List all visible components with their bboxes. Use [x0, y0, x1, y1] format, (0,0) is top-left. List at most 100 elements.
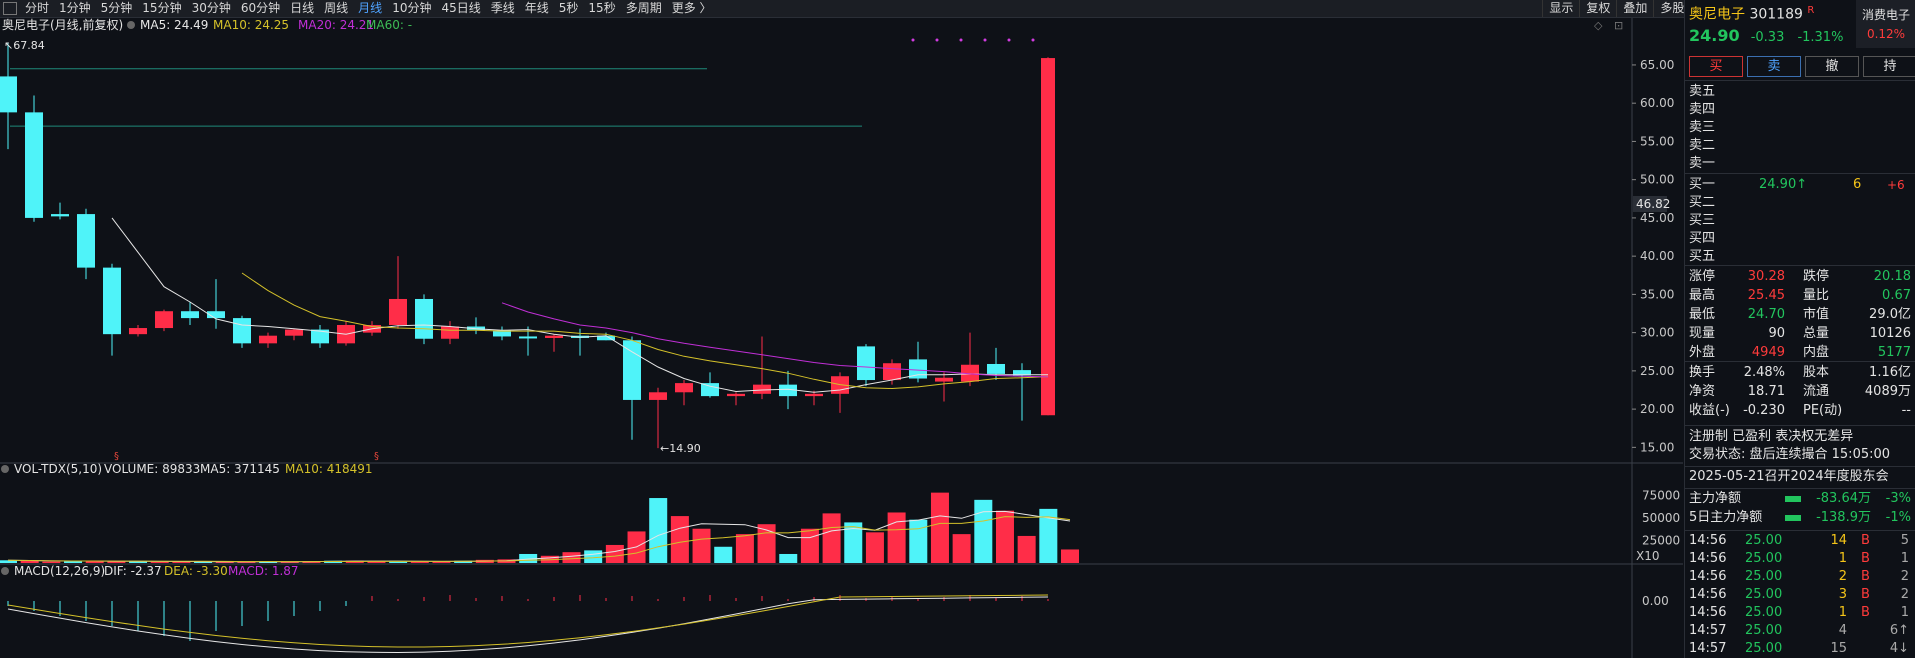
- ask-level-2: 卖二: [1689, 138, 1716, 153]
- period-tab-15[interactable]: 多周期: [625, 1, 662, 15]
- volume-bar-46: [995, 510, 1014, 563]
- tool-button-2[interactable]: 叠加: [1616, 0, 1653, 17]
- expand-diamond-icon: ◇: [1594, 19, 1603, 32]
- volume-bar-19: [410, 561, 429, 563]
- notice-line[interactable]: 2025-05-21召开2024年度股东会: [1689, 469, 1889, 484]
- layout-toggle-icon[interactable]: [3, 2, 17, 15]
- candle-body-25: [649, 392, 667, 400]
- signal-dot-1: [935, 38, 939, 42]
- pane-menu-icon: ⊡: [1614, 19, 1623, 32]
- flow-bar-0: [1785, 496, 1801, 502]
- candle-body-0: [0, 76, 17, 113]
- sector-badge[interactable]: 消费电子 0.12%: [1856, 0, 1915, 48]
- candle-body-5: [129, 328, 147, 335]
- ma10-label: MA10: 24.25: [213, 18, 289, 32]
- signal-dot-5: [1031, 38, 1035, 42]
- period-tab-1[interactable]: 1分钟: [59, 1, 91, 15]
- kline-chart[interactable]: 奥尼电子(月线,前复权) MA5: 24.49 MA10: 24.25 MA20: 2…: [0, 18, 1683, 658]
- period-tab-16[interactable]: 更多 〉: [671, 1, 712, 15]
- candle-body-28: [727, 393, 745, 397]
- bid-level-price-1: 24.90↑: [1759, 177, 1808, 192]
- candle-body-33: [857, 346, 875, 381]
- chart-area[interactable]: 奥尼电子(月线,前复权) MA5: 24.49 MA10: 24.25 MA20: 2…: [0, 18, 1683, 658]
- stat-value-0b: 20.18: [1873, 269, 1911, 284]
- stat2-value-2a: -0.230: [1743, 403, 1785, 418]
- period-tab-7[interactable]: 周线: [324, 1, 349, 15]
- settings-dot-icon: [127, 21, 135, 29]
- vol-ma10: MA10: 418491: [285, 462, 373, 476]
- volume-bar-3: [64, 561, 83, 563]
- volume-bar-35: [757, 524, 776, 563]
- ask-level-3: 卖三: [1689, 120, 1716, 135]
- volume-bar-2: [42, 561, 61, 563]
- period-tab-3[interactable]: 15分钟: [142, 1, 182, 15]
- candle-body-1: [25, 112, 43, 218]
- stat2-label-0a: 换手: [1689, 365, 1716, 380]
- event-mark-icon-1: §: [374, 451, 379, 462]
- volume-bar-36: [779, 553, 798, 563]
- flow-value-1: -138.9万: [1816, 510, 1871, 525]
- signal-dot-3: [983, 38, 987, 42]
- tick-price-3: 25.00: [1745, 587, 1783, 602]
- vol-tick-label: 75000: [1642, 488, 1680, 502]
- volume-bar-43: [930, 492, 949, 563]
- period-tab-11[interactable]: 季线: [490, 1, 515, 15]
- tick-vol-5: 4: [1838, 623, 1847, 638]
- period-tab-12[interactable]: 年线: [524, 1, 549, 15]
- tool-button-0[interactable]: 显示: [1542, 0, 1579, 17]
- period-tabs: 分时 1分钟 5分钟 15分钟 30分钟 60分钟 日线 周线 月线 10分钟 45日线 季线 年线 5秒…: [0, 0, 717, 17]
- candle-body-15: [389, 298, 407, 325]
- macd-value: MACD: 1.87: [228, 564, 299, 578]
- tool-button-1[interactable]: 复权: [1579, 0, 1616, 17]
- candle-body-12: [311, 329, 329, 344]
- candle-body-10: [259, 335, 277, 344]
- candle-body-40: [1041, 58, 1055, 416]
- last-price: 24.90: [1689, 26, 1740, 45]
- flow-label-0: 主力净额: [1689, 491, 1742, 506]
- candle-body-19: [493, 330, 511, 337]
- positions-button[interactable]: 持: [1863, 56, 1915, 77]
- candle-body-4: [103, 267, 121, 335]
- period-tab-9[interactable]: 10分钟: [392, 1, 432, 15]
- bid-level-label-5: 买五: [1689, 249, 1716, 264]
- bid-level-label-2: 买二: [1689, 195, 1716, 210]
- stock-flag: R: [1807, 5, 1815, 16]
- volume-bar-18: [389, 561, 408, 563]
- candle-body-29: [753, 384, 771, 394]
- vol-ma5: MA5: 371145: [200, 462, 280, 476]
- period-tab-5[interactable]: 60分钟: [240, 1, 281, 15]
- ask-level-5: 卖五: [1689, 84, 1716, 99]
- period-tab-6[interactable]: 日线: [290, 1, 315, 15]
- stat2-value-0a: 2.48%: [1743, 365, 1785, 380]
- stat2-value-0b: 1.16亿: [1869, 365, 1911, 380]
- tick-vol-2: 2: [1838, 569, 1847, 584]
- candle-body-16: [415, 298, 433, 339]
- ma60-label: MA60: -: [366, 18, 412, 32]
- period-tab-2[interactable]: 5分钟: [100, 1, 133, 15]
- cancel-order-button[interactable]: 撤: [1805, 56, 1859, 77]
- period-tab-8[interactable]: 月线: [358, 1, 383, 15]
- price-tick-label: 20.00: [1640, 402, 1674, 416]
- volume-bar-17: [367, 561, 386, 563]
- period-toolbar: 分时 1分钟 5分钟 15分钟 30分钟 60分钟 日线 周线 月线 10分钟 45日线 季线 年线 5秒…: [0, 0, 1915, 18]
- candle-body-30: [779, 384, 797, 397]
- sell-button[interactable]: 卖: [1747, 56, 1801, 77]
- macd-title: MACD(12,26,9): [14, 564, 105, 578]
- candle-body-31: [805, 393, 823, 397]
- period-tab-0[interactable]: 分时: [25, 1, 50, 15]
- sector-name: 消费电子: [1861, 8, 1910, 22]
- stat2-label-1a: 净资: [1689, 384, 1716, 399]
- buy-button[interactable]: 买: [1689, 56, 1743, 77]
- period-tab-4[interactable]: 30分钟: [191, 1, 231, 15]
- period-tab-13[interactable]: 5秒: [558, 1, 579, 15]
- period-tab-10[interactable]: 45日线: [441, 1, 481, 15]
- volume-bar-41: [887, 512, 906, 563]
- candle-body-3: [77, 214, 95, 268]
- price-tick-label: 25.00: [1640, 364, 1674, 378]
- candle-body-27: [701, 383, 719, 397]
- stock-title-row: 奥尼电子 301189 R: [1689, 2, 1912, 23]
- tool-button-3[interactable]: 多股: [1653, 0, 1690, 17]
- price-change: -0.33: [1750, 30, 1785, 45]
- period-tab-14[interactable]: 15秒: [588, 1, 616, 15]
- tick-count-5: 6↑: [1889, 623, 1909, 638]
